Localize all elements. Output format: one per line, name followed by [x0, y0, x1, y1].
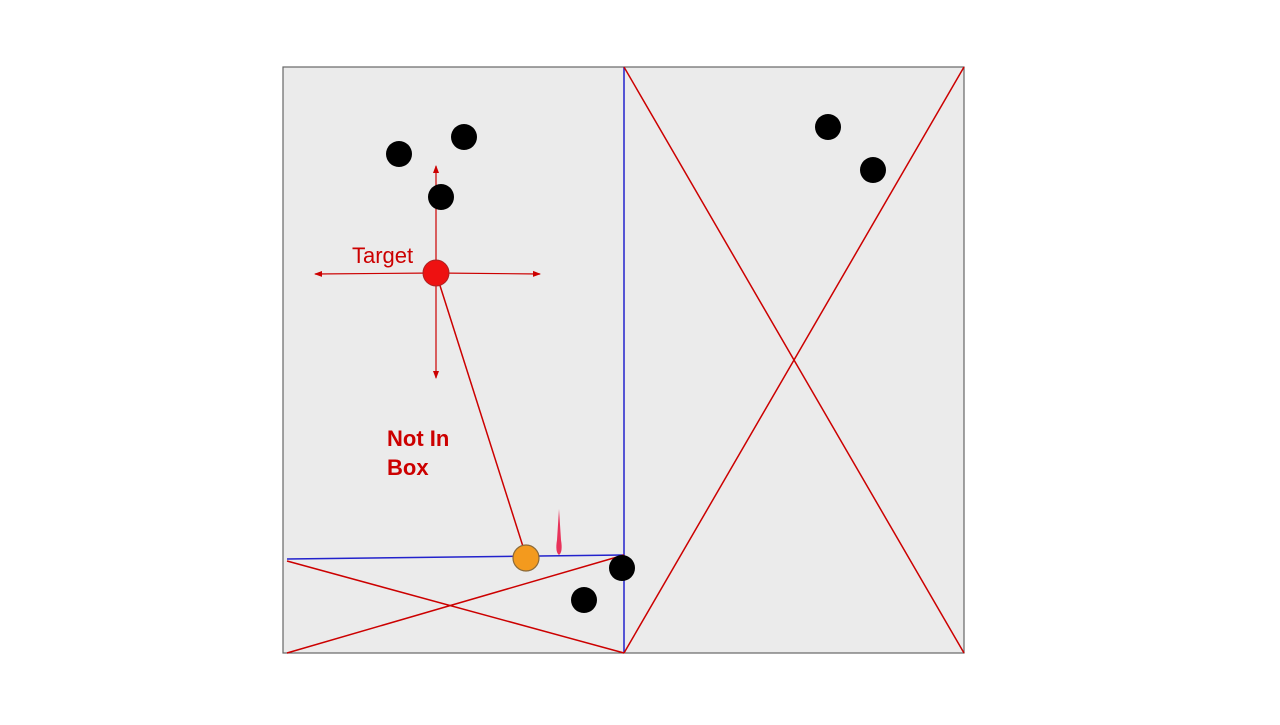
four-way-arrow-icon: [314, 165, 541, 379]
arrow-left: [314, 270, 437, 277]
status-label-line-2: Box: [387, 455, 429, 480]
pink-needle-icon: [556, 509, 562, 555]
target-dot-icon: [422, 259, 450, 287]
orange-cursor-dot-icon: [512, 544, 540, 572]
black-dot-icon: [609, 555, 635, 581]
bottom-x-line-2: [286, 554, 625, 654]
status-label-line-1: Not In: [387, 426, 449, 451]
black-dot-icon: [815, 114, 841, 140]
bottom-x-line-1: [286, 560, 625, 654]
black-dot-icon: [428, 184, 454, 210]
right-x-line-2: [623, 66, 965, 654]
black-dot-icon: [451, 124, 477, 150]
target-label: Target: [352, 243, 413, 268]
status-label: Not In Box: [387, 426, 455, 480]
black-dot-icon: [860, 157, 886, 183]
arrow-right: [435, 270, 541, 277]
black-dot-icon: [386, 141, 412, 167]
target-to-cursor-line: [435, 272, 527, 557]
horizontal-boundary-line: [286, 554, 625, 560]
black-dot-icon: [571, 587, 597, 613]
